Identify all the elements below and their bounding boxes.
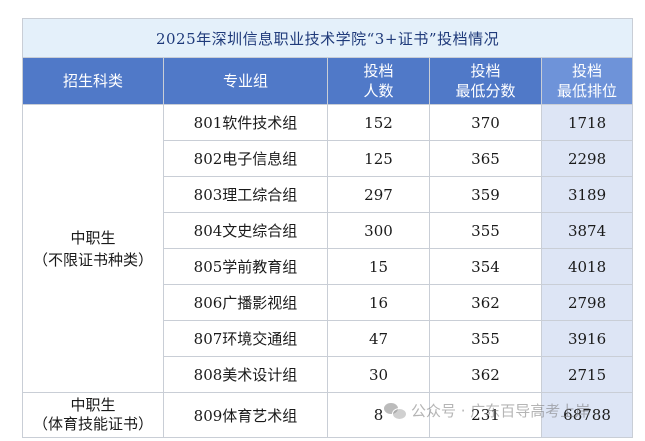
category-sublabel: （体育技能证书） bbox=[32, 415, 153, 433]
header-group: 专业组 bbox=[163, 57, 328, 105]
min-score-cell: 231 bbox=[429, 392, 542, 438]
table-row: 805学前教育组 15 354 4018 bbox=[23, 248, 634, 285]
category-cell-general: 中职生 （不限证书种类） bbox=[22, 104, 164, 393]
table-row: 806广播影视组 16 362 2798 bbox=[23, 284, 634, 321]
admission-table-frame: 2025年深圳信息职业技术学院“3+证书”投档情况 招生科类 专业组 投档 人数… bbox=[21, 18, 634, 441]
min-rank-cell: 3916 bbox=[540, 320, 634, 357]
min-rank-cell: 1718 bbox=[540, 104, 634, 141]
category-label: 中职生 bbox=[70, 228, 116, 247]
header-count: 投档 人数 bbox=[327, 57, 430, 105]
count-cell: 125 bbox=[327, 140, 430, 177]
admission-table: 2025年深圳信息职业技术学院“3+证书”投档情况 招生科类 专业组 投档 人数… bbox=[21, 18, 634, 438]
group-cell: 808美术设计组 bbox=[163, 356, 328, 393]
min-score-cell: 362 bbox=[429, 284, 542, 321]
category-sublabel: （不限证书种类） bbox=[32, 250, 153, 269]
header-count-line2: 人数 bbox=[363, 82, 394, 100]
group-cell: 801软件技术组 bbox=[163, 104, 328, 141]
table-row: 804文史综合组 300 355 3874 bbox=[23, 212, 634, 249]
table-title: 2025年深圳信息职业技术学院“3+证书”投档情况 bbox=[21, 18, 634, 58]
min-score-cell: 362 bbox=[429, 356, 542, 393]
min-score-cell: 359 bbox=[429, 176, 542, 213]
table-row: 808美术设计组 30 362 2715 bbox=[23, 356, 634, 393]
min-rank-cell: 2798 bbox=[540, 284, 634, 321]
min-score-cell: 355 bbox=[429, 320, 542, 357]
min-score-cell: 355 bbox=[429, 212, 542, 249]
min-rank-cell: 3874 bbox=[540, 212, 634, 249]
header-min-score-line1: 投档 bbox=[470, 62, 501, 80]
min-rank-cell: 4018 bbox=[540, 248, 634, 285]
group-cell: 809体育艺术组 bbox=[163, 392, 328, 438]
header-min-rank-line1: 投档 bbox=[572, 62, 603, 80]
min-rank-cell: 2298 bbox=[540, 140, 634, 177]
header-min-score-line2: 最低分数 bbox=[455, 82, 516, 100]
header-min-score: 投档 最低分数 bbox=[429, 57, 542, 105]
header-category: 招生科类 bbox=[22, 57, 164, 105]
group-cell: 807环境交通组 bbox=[163, 320, 328, 357]
header-row: 招生科类 专业组 投档 人数 投档 最低分数 投档 最低排位 bbox=[22, 57, 634, 105]
count-cell: 47 bbox=[327, 320, 430, 357]
group-cell: 802电子信息组 bbox=[163, 140, 328, 177]
count-cell: 300 bbox=[327, 212, 430, 249]
group-cell: 804文史综合组 bbox=[163, 212, 328, 249]
min-rank-cell: 68788 bbox=[540, 392, 634, 438]
min-score-cell: 354 bbox=[429, 248, 542, 285]
table-row: 802电子信息组 125 365 2298 bbox=[23, 140, 634, 177]
min-rank-cell: 3189 bbox=[540, 176, 634, 213]
header-min-rank-line2: 最低排位 bbox=[557, 82, 618, 100]
group-cell: 806广播影视组 bbox=[163, 284, 328, 321]
table-row: 中职生 （体育技能证书） 809体育艺术组 8 231 68788 bbox=[22, 392, 634, 438]
category-cell-sports: 中职生 （体育技能证书） bbox=[22, 392, 164, 438]
header-count-line1: 投档 bbox=[363, 62, 394, 80]
count-cell: 8 bbox=[327, 392, 430, 438]
min-score-cell: 370 bbox=[429, 104, 542, 141]
group-cell: 805学前教育组 bbox=[163, 248, 328, 285]
category-label: 中职生 bbox=[70, 396, 116, 414]
min-rank-cell: 2715 bbox=[540, 356, 634, 393]
header-min-rank: 投档 最低排位 bbox=[540, 57, 634, 105]
count-cell: 297 bbox=[327, 176, 430, 213]
count-cell: 15 bbox=[327, 248, 430, 285]
min-score-cell: 365 bbox=[429, 140, 542, 177]
group-cell: 803理工综合组 bbox=[163, 176, 328, 213]
table-row: 中职生 （不限证书种类） 801软件技术组 152 370 1718 bbox=[22, 104, 634, 393]
count-cell: 16 bbox=[327, 284, 430, 321]
count-cell: 152 bbox=[327, 104, 430, 141]
count-cell: 30 bbox=[327, 356, 430, 393]
table-row: 803理工综合组 297 359 3189 bbox=[23, 176, 634, 213]
